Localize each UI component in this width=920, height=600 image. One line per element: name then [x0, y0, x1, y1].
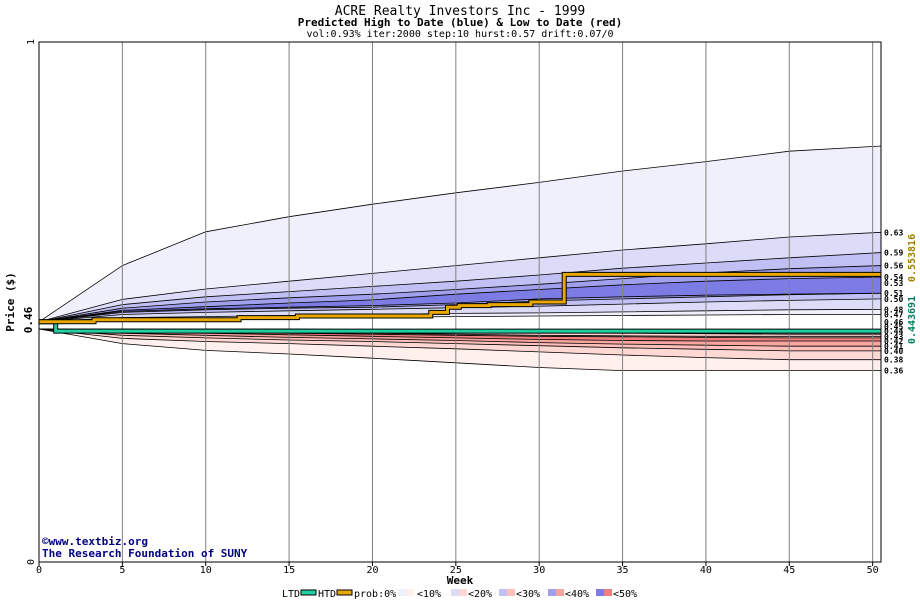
legend-b20-swatch-blue — [451, 589, 459, 596]
end-label-3: 0.54 — [884, 273, 903, 282]
end-label-1: 0.59 — [884, 249, 903, 258]
legend-b30-swatch-blue — [499, 589, 507, 596]
predicted-lines — [39, 271, 881, 334]
htd-line — [39, 272, 881, 324]
legend-b40-swatch-blue — [548, 589, 556, 596]
credit-site: ©www.textbiz.org — [42, 535, 148, 548]
legend-b10-swatch-blue — [398, 589, 406, 596]
end-label-0: 0.63 — [884, 228, 903, 237]
legend-b50-swatch-red — [604, 589, 612, 596]
legend-htd-swatch — [336, 589, 353, 596]
current-price-label: 0.46 — [22, 306, 35, 333]
right-low-label: 0.443691 — [907, 296, 918, 344]
end-label-16: 0.38 — [884, 356, 903, 365]
x-tick-label-15: 15 — [283, 565, 295, 576]
chart-params: vol:0.93% iter:2000 step:10 hurst:0.57 d… — [306, 29, 613, 40]
end-label-4: 0.53 — [884, 279, 903, 288]
x-tick-label-40: 40 — [700, 565, 712, 576]
legend-b30-label: <30% — [516, 589, 540, 600]
x-tick-label-25: 25 — [450, 565, 462, 576]
end-label-2: 0.56 — [884, 262, 903, 271]
plot-frame — [38, 41, 882, 563]
legend-ltd-label: LTD — [282, 589, 300, 600]
x-tick-label-20: 20 — [366, 565, 378, 576]
end-labels: 0.63 0.59 0.56 0.540.530.510.500.480.470.46… — [884, 228, 903, 375]
x-tick-label-5: 5 — [119, 565, 125, 576]
y-axis-label: Price ($) — [4, 272, 17, 332]
x-tick-label-35: 35 — [617, 565, 629, 576]
end-label-11: 0.44 — [884, 327, 903, 336]
legend-htd-label: HTD — [318, 589, 336, 600]
right-high-label: 0.553816 — [907, 234, 918, 282]
end-label-6: 0.50 — [884, 295, 903, 304]
end-label-15: 0.40 — [884, 347, 903, 356]
chart-subtitle: Predicted High to Date (blue) & Low to D… — [298, 16, 623, 29]
x-tick-label-0: 0 — [36, 565, 42, 576]
end-label-7: 0.48 — [884, 305, 903, 314]
legend-b40-label: <40% — [565, 589, 589, 600]
y-tick-label-1: 1 — [26, 39, 37, 45]
end-label-8: 0.47 — [884, 311, 903, 320]
legend-b50-label: <50% — [613, 589, 637, 600]
y-tick-label-0: 0 — [26, 559, 37, 565]
legend-b20-label: <20% — [468, 589, 492, 600]
legend-b20-swatch-red — [459, 589, 467, 596]
end-label-9: 0.46 — [884, 318, 903, 327]
end-label-13: 0.42 — [884, 337, 903, 346]
end-label-14: 0.41 — [884, 342, 903, 351]
legend-b50-swatch-blue — [596, 589, 604, 596]
x-tick-label-50: 50 — [867, 565, 879, 576]
x-tick-label-45: 45 — [783, 565, 795, 576]
legend-b40-swatch-red — [556, 589, 564, 596]
end-label-5: 0.51 — [884, 289, 903, 298]
legend-prob0-label: prob:0% — [354, 589, 396, 600]
legend-b10-swatch-red — [406, 589, 414, 596]
x-tick-label-10: 10 — [200, 565, 212, 576]
chart-title: ACRE Realty Investors Inc - 1999 — [335, 4, 585, 19]
legend-b30-swatch-red — [507, 589, 515, 596]
end-label-10: 0.45 — [884, 322, 903, 331]
legend-ltd-swatch — [300, 589, 317, 596]
credit-org: The Research Foundation of SUNY — [42, 547, 248, 560]
end-label-12: 0.43 — [884, 332, 903, 341]
end-label-17: 0.36 — [884, 367, 903, 376]
axis-ticks: 0 5 10 15 20 25 30 35 40 45 50 0 1 — [26, 39, 879, 576]
x-tick-label-30: 30 — [533, 565, 545, 576]
legend-b10-label: <10% — [417, 589, 441, 600]
legend: LTD HTD prob:0% <10% <20% <30% <40% <50% — [282, 589, 637, 600]
x-axis-label: Week — [447, 574, 474, 587]
